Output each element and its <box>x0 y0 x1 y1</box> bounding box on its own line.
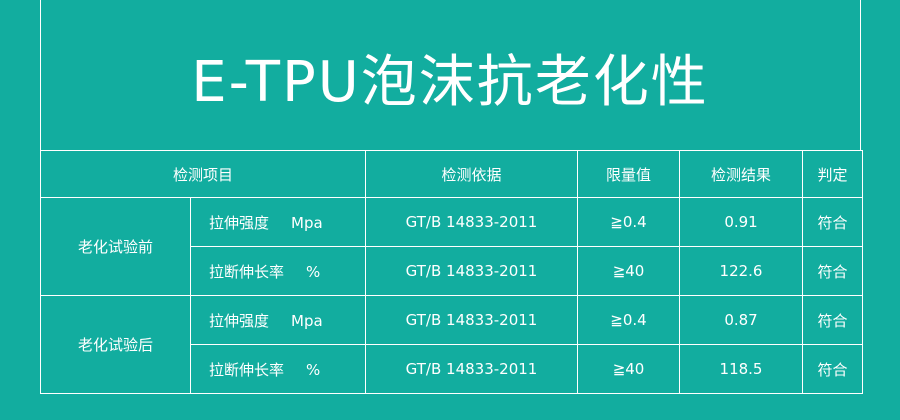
table-row: 老化试验前 拉伸强度 Mpa GT/B 14833-2011 ≧0.4 0.91 … <box>40 197 864 296</box>
item-name: 拉伸强度 <box>209 311 270 330</box>
result-cell: 0.87 <box>679 295 804 345</box>
basis-cell: GT/B 14833-2011 <box>365 344 579 394</box>
test-results-table: 检测项目 检测依据 限量值 检测结果 判定 老化试验前 拉伸强度 Mpa GT/B… <box>39 150 864 394</box>
item-name: 拉断伸长率 <box>209 262 285 281</box>
basis-cell: GT/B 14833-2011 <box>365 197 579 247</box>
table-row: 老化试验后 拉伸强度 Mpa GT/B 14833-2011 ≧0.4 0.87 … <box>40 295 864 394</box>
verdict-cell: 符合 <box>802 246 864 296</box>
item-cell: 拉伸强度 Mpa <box>189 197 367 247</box>
item-name: 拉断伸长率 <box>209 360 285 379</box>
table-header-row: 检测项目 检测依据 限量值 检测结果 判定 <box>39 150 864 198</box>
item-unit: % <box>306 262 321 281</box>
limit-cell: ≧0.4 <box>577 197 681 247</box>
item-unit: Mpa <box>291 311 323 330</box>
group-label-before-aging: 老化试验前 <box>40 197 191 296</box>
header-limit: 限量值 <box>577 150 681 198</box>
item-unit: Mpa <box>291 213 323 232</box>
item-unit: % <box>306 360 321 379</box>
result-cell: 118.5 <box>679 344 804 394</box>
limit-cell: ≧40 <box>577 344 681 394</box>
verdict-cell: 符合 <box>802 197 864 247</box>
frame-right-line <box>860 0 861 150</box>
bottom-strip <box>0 398 900 420</box>
header-verdict: 判定 <box>802 150 864 198</box>
table-row: 拉断伸长率% GT/B 14833-2011 ≧40 122.6 符合 <box>41 246 864 296</box>
frame-left-line <box>40 0 41 150</box>
item-cell: 拉断伸长率% <box>189 344 367 394</box>
item-cell: 拉断伸长率% <box>189 246 367 296</box>
limit-cell: ≧0.4 <box>577 295 681 345</box>
group-label-after-aging: 老化试验后 <box>40 295 191 394</box>
limit-cell: ≧40 <box>577 246 681 296</box>
item-name: 拉伸强度 <box>209 213 270 232</box>
header-test-item: 检测项目 <box>39 150 367 198</box>
verdict-cell: 符合 <box>802 344 864 394</box>
result-cell: 0.91 <box>679 197 804 247</box>
page-title: E-TPU泡沫抗老化性 <box>191 50 709 115</box>
basis-cell: GT/B 14833-2011 <box>365 246 579 296</box>
header-result: 检测结果 <box>679 150 804 198</box>
result-cell: 122.6 <box>679 246 804 296</box>
table-row: 拉断伸长率% GT/B 14833-2011 ≧40 118.5 符合 <box>41 344 864 394</box>
basis-cell: GT/B 14833-2011 <box>365 295 579 345</box>
header-test-basis: 检测依据 <box>365 150 579 198</box>
item-cell: 拉伸强度 Mpa <box>189 295 367 345</box>
verdict-cell: 符合 <box>802 295 864 345</box>
